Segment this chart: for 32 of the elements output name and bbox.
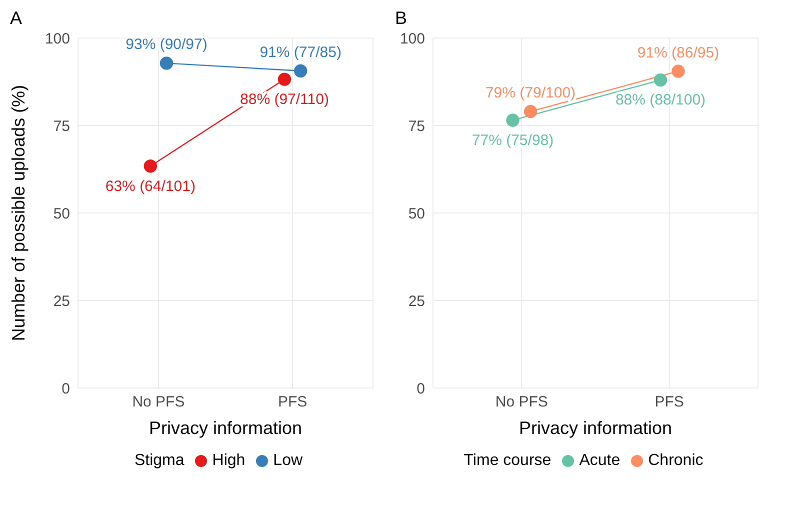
x-tick-label: PFS bbox=[654, 394, 684, 411]
x-tick-label: No PFS bbox=[132, 394, 185, 411]
x-axis-title: Privacy information bbox=[148, 418, 302, 438]
legend-title: Stigma bbox=[134, 452, 184, 470]
data-label: 88% (88/100) bbox=[615, 92, 706, 109]
legend-title: Time course bbox=[464, 452, 552, 470]
y-tick-label: 75 bbox=[53, 118, 70, 135]
data-label: 79% (79/100) bbox=[485, 84, 576, 102]
y-tick-label: 100 bbox=[400, 30, 425, 48]
y-tick-label: 100 bbox=[44, 30, 70, 48]
data-label: 93% (90/97) bbox=[126, 36, 208, 54]
data-label: 91% (86/95) bbox=[637, 44, 720, 62]
y-tick-label: 25 bbox=[53, 292, 70, 310]
y-tick-label: 50 bbox=[53, 205, 70, 222]
y-tick-label: 50 bbox=[408, 205, 425, 222]
y-tick-label: 0 bbox=[416, 380, 425, 398]
data-label: 63% (64/101) bbox=[105, 178, 196, 195]
y-tick-label: 0 bbox=[62, 380, 70, 398]
legend-label: Low bbox=[273, 452, 303, 470]
data-label: 91% (77/85) bbox=[260, 44, 342, 61]
y-axis-title: Number of possible uploads (%) bbox=[8, 84, 28, 342]
data-label: 77% (75/98) bbox=[472, 132, 554, 149]
x-axis-title: Privacy information bbox=[518, 418, 672, 438]
y-tick-label: 25 bbox=[408, 292, 425, 310]
x-tick-label: PFS bbox=[278, 394, 308, 411]
x-tick-label: No PFS bbox=[495, 394, 548, 411]
legend-label: High bbox=[212, 452, 246, 470]
legend-label: Acute bbox=[579, 452, 620, 470]
legend-label: Chronic bbox=[648, 452, 704, 470]
chart-title: A bbox=[10, 8, 22, 29]
y-tick-label: 75 bbox=[408, 118, 425, 135]
chart-title: B bbox=[395, 8, 408, 29]
